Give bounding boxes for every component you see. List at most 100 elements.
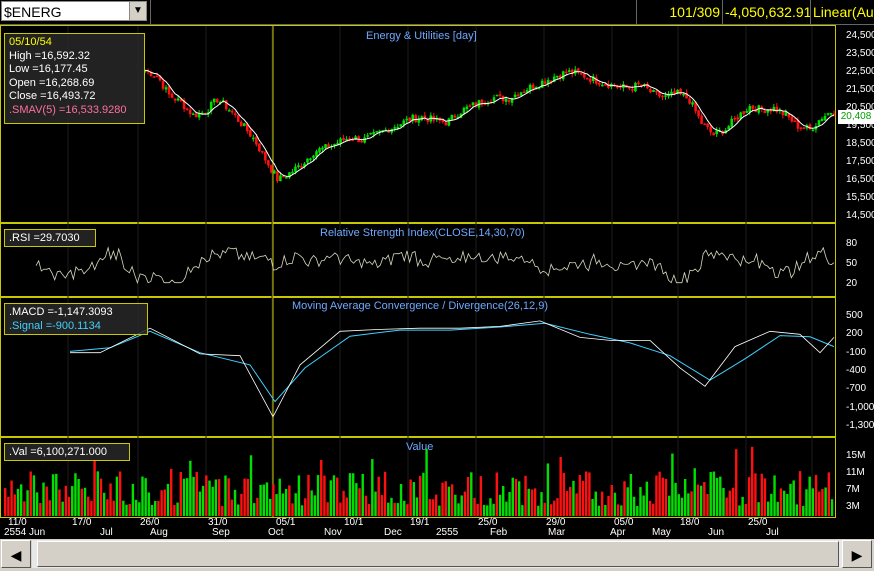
candle-body (772, 106, 776, 111)
candle-body (158, 75, 162, 81)
last-price-tag: 20,408 (838, 110, 874, 124)
volume-bar (492, 503, 495, 516)
scale-mode[interactable]: Linear(Aut (810, 0, 874, 24)
volume-bar (674, 482, 677, 516)
candle-body (414, 115, 418, 123)
volume-bar (818, 491, 821, 516)
candle-body (703, 123, 706, 126)
candle-body (447, 118, 451, 126)
candle-body (191, 113, 195, 116)
chevron-down-icon[interactable]: ▼ (129, 2, 146, 20)
signal-line (69, 322, 835, 403)
volume-bar (588, 472, 591, 516)
candle-body (682, 93, 685, 96)
volume-bar (345, 497, 348, 516)
smav-line (144, 69, 835, 178)
volume-bar (757, 502, 760, 516)
candle-body (598, 82, 601, 85)
candle-body (567, 70, 571, 73)
chart-canvas[interactable] (0, 0, 874, 539)
price-panel[interactable] (0, 25, 836, 223)
candle-body (823, 115, 827, 121)
symbol-select[interactable]: $ENERG ▼ (1, 1, 147, 21)
candle-body (267, 160, 270, 166)
candle-body (784, 112, 788, 116)
candle-body (802, 127, 806, 130)
volume-bar (786, 494, 789, 516)
volume-bar (652, 503, 655, 516)
volume-bar (629, 473, 633, 516)
scroll-thumb[interactable] (37, 541, 839, 567)
info-close: Close =16,493.72 (9, 90, 96, 102)
rsi-axis-tick: 50 (846, 258, 858, 269)
date-row-months: 2554 Jun Jul Aug Sep Oct Nov Dec 2555 Feb Mar Apr M… (0, 528, 836, 538)
scroll-track[interactable] (32, 540, 842, 568)
candle-body (339, 138, 342, 144)
volume-bar (64, 485, 68, 516)
date-tick: Oct (268, 527, 284, 538)
candle-body (564, 71, 568, 74)
candle-body (510, 98, 514, 103)
volume-bar (754, 473, 757, 516)
rsi-panel[interactable] (0, 223, 836, 297)
volume-bar (262, 484, 265, 516)
macd-panel[interactable] (0, 297, 836, 437)
candle-body (558, 75, 562, 79)
candle-body (164, 87, 168, 90)
candle-body (694, 102, 697, 112)
price-info-box: 05/10/54 High =16,592.32 Low =16,177.45 … (4, 33, 145, 124)
date-tick: Jul (100, 527, 113, 538)
candle-body (649, 88, 652, 93)
volume-bar (719, 476, 722, 516)
value-axis-tick: 3M (846, 501, 860, 512)
volume-bar (304, 498, 307, 516)
volume-bar (668, 495, 671, 516)
volume-bar (827, 472, 831, 516)
candle-body (582, 73, 586, 78)
candle-body (227, 110, 231, 112)
date-tick: 29/0 (546, 517, 566, 528)
date-tick: 19/1 (410, 517, 430, 528)
candle-body (516, 94, 520, 97)
volume-bar (642, 495, 645, 516)
candle-body (230, 110, 234, 113)
volume-bar (677, 494, 680, 516)
volume-bar (648, 500, 652, 516)
volume-bar (355, 483, 358, 516)
candle-body (258, 143, 261, 152)
volume-bar (313, 495, 317, 516)
signal-value: .Signal =-900.1134 (9, 319, 101, 332)
volume-bar (600, 491, 604, 516)
candle-body (715, 130, 718, 135)
candle-body (793, 120, 797, 123)
candle-body (616, 86, 619, 88)
volume-bar (214, 479, 218, 516)
volume-bar (505, 501, 508, 516)
volume-bar (578, 474, 582, 516)
scroll-right-button[interactable]: ▶ (842, 540, 872, 568)
date-tick: Jul (766, 527, 779, 538)
horizontal-scrollbar[interactable]: ◀ ▶ (0, 539, 874, 571)
candle-body (471, 102, 475, 106)
candle-body (519, 92, 523, 96)
volume-bar (176, 502, 179, 516)
volume-bar (348, 473, 352, 516)
volume-bar (10, 480, 13, 516)
volume-bar (125, 504, 128, 516)
volume-bar (275, 494, 278, 516)
volume-bar (559, 457, 562, 516)
volume-bar (390, 497, 393, 516)
date-tick: Aug (150, 527, 168, 538)
volume-bar (415, 497, 419, 516)
date-tick: 2554 Jun (4, 527, 46, 538)
candle-body (799, 127, 803, 129)
volume-bar (224, 475, 227, 516)
date-axis: 11/0 17/0 26/0 31/0 05/1 10/1 19/1 25/0 29/0 05/0… (0, 518, 836, 538)
candle-body (396, 127, 400, 129)
value-panel[interactable] (0, 437, 836, 518)
volume-bar (623, 481, 626, 516)
scroll-left-button[interactable]: ◀ (1, 540, 31, 568)
volume-bar (725, 497, 728, 516)
candle-body (155, 75, 159, 78)
candle-body (595, 77, 598, 84)
